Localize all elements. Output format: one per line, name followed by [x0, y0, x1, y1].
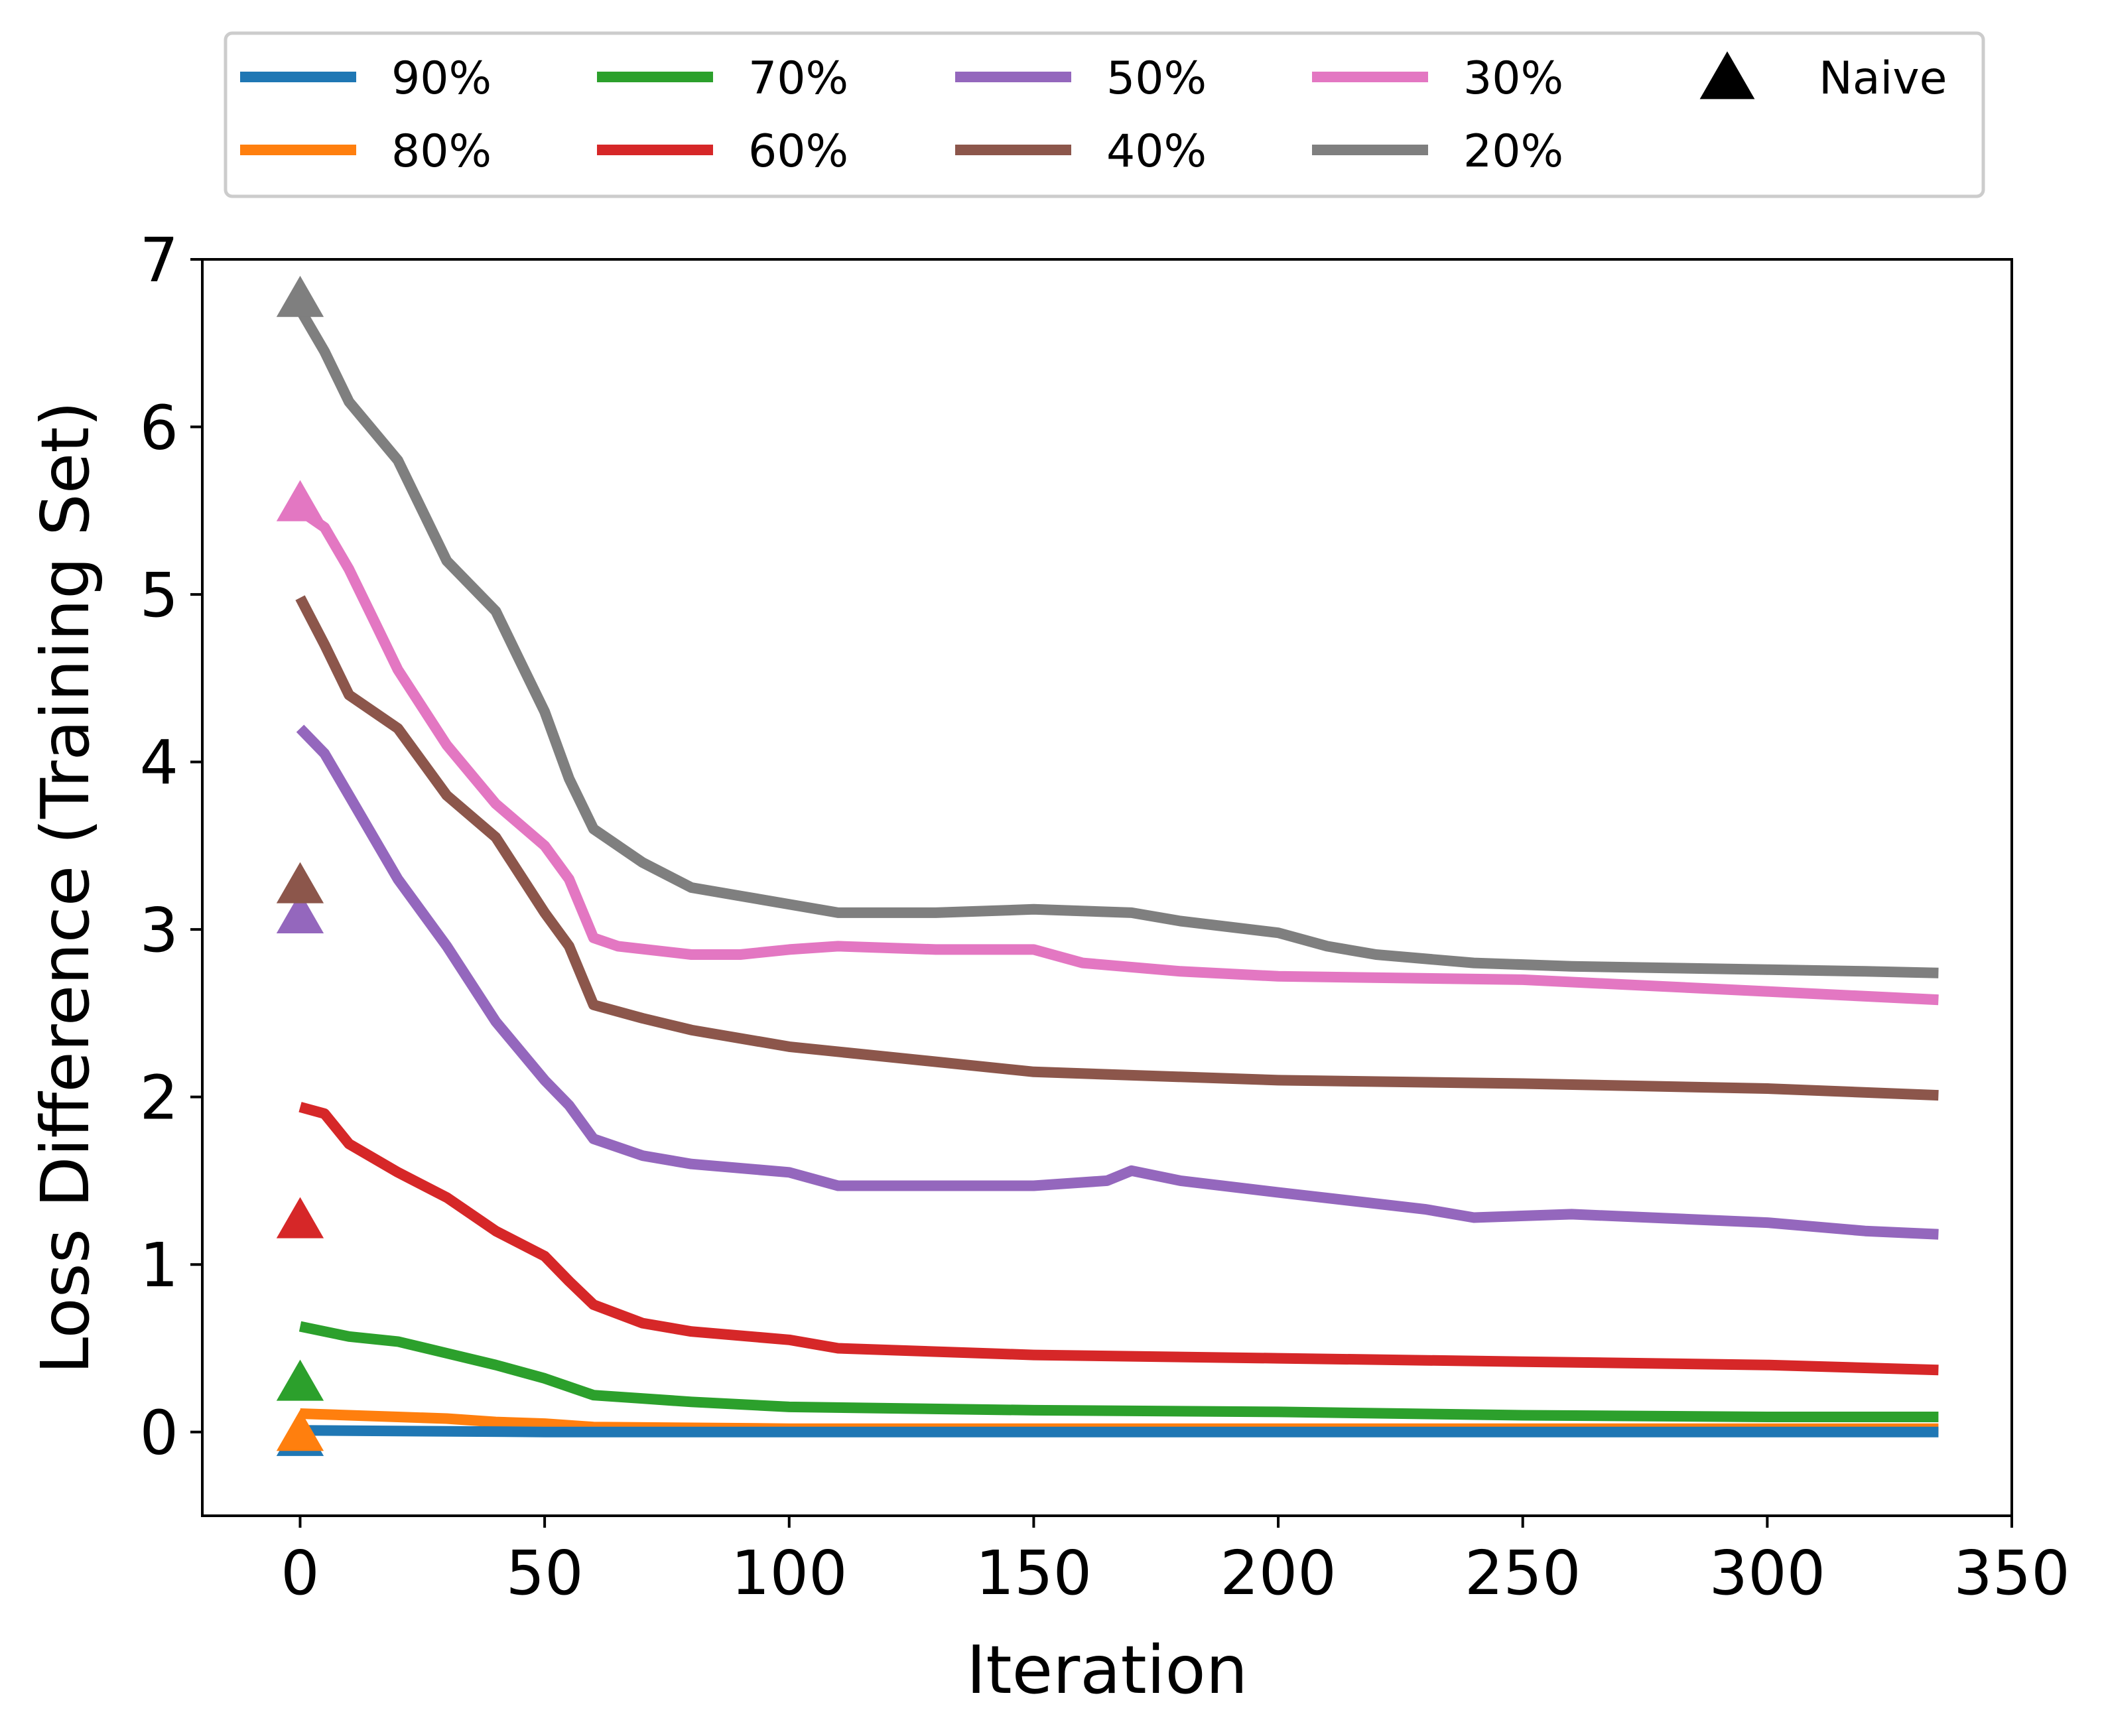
- legend-label-90pct: 90%: [391, 52, 492, 105]
- x-axis-title: Iteration: [966, 1631, 1248, 1709]
- x-tick-label: 0: [281, 1538, 320, 1609]
- x-tick-label: 350: [1953, 1538, 2070, 1609]
- y-tick-label: 4: [139, 728, 178, 799]
- naive-marker-40pct: [276, 862, 324, 903]
- naive-marker-60pct: [276, 1197, 324, 1238]
- x-tick-label: 100: [731, 1538, 848, 1609]
- y-tick-label: 2: [139, 1063, 178, 1134]
- legend-label-40pct: 40%: [1106, 125, 1207, 178]
- y-tick-label: 0: [139, 1398, 178, 1469]
- series-line-50pct: [296, 724, 1939, 1240]
- plot-frame: [201, 258, 2013, 1517]
- y-tick-label: 5: [139, 560, 178, 631]
- legend-label-60pct: 60%: [748, 125, 848, 178]
- series-line-20pct: [295, 306, 1939, 978]
- legend-label-80pct: 80%: [391, 125, 492, 178]
- x-tick-label: 200: [1220, 1538, 1337, 1609]
- y-tick-label: 3: [139, 895, 178, 966]
- series-line-90pct: [300, 1425, 1939, 1437]
- legend: 90% 80% 70% 60% 50% 40% 30% 20% Naive: [224, 31, 1985, 198]
- x-axis: 0 50 100 150 200 250 300 350: [281, 1516, 2070, 1609]
- y-tick-label: 7: [139, 225, 178, 296]
- y-axis: 0 1 2 3 4 5 6 7: [139, 225, 202, 1469]
- legend-label-20pct: 20%: [1463, 125, 1563, 178]
- y-tick-label: 6: [139, 393, 178, 464]
- naive-marker-80pct: [276, 1410, 324, 1451]
- legend-label-50pct: 50%: [1106, 52, 1207, 105]
- x-tick-label: 300: [1709, 1538, 1826, 1609]
- y-axis-title: Loss Difference (Training Set): [27, 401, 104, 1374]
- naive-marker-20pct: [276, 275, 324, 317]
- series-line-70pct: [298, 1321, 1939, 1422]
- legend-label-70pct: 70%: [748, 52, 848, 105]
- y-tick-label: 1: [139, 1230, 178, 1301]
- legend-label-naive: Naive: [1819, 52, 1947, 105]
- series-line-40pct: [295, 595, 1939, 1101]
- naive-marker-30pct: [276, 480, 324, 521]
- naive-marker-50pct: [276, 892, 324, 933]
- naive-marker-70pct: [276, 1359, 324, 1401]
- naive-marker-layer: [276, 275, 324, 1456]
- series-layer: [295, 306, 1939, 1437]
- series-line-60pct: [298, 1102, 1939, 1376]
- x-tick-label: 50: [506, 1538, 584, 1609]
- legend-naive-marker: [1699, 51, 1755, 100]
- legend-label-30pct: 30%: [1463, 52, 1563, 105]
- plot-area: [201, 258, 2013, 1517]
- x-tick-label: 250: [1465, 1538, 1581, 1609]
- series-line-30pct: [296, 506, 1939, 1006]
- x-tick-label: 150: [976, 1538, 1092, 1609]
